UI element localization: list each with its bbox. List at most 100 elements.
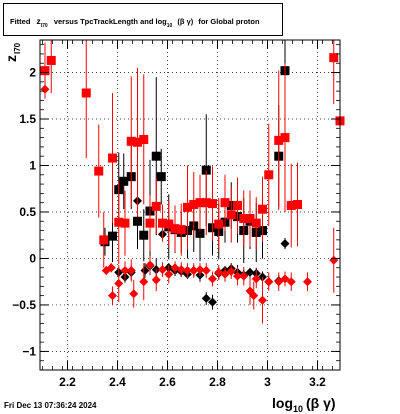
plot-frame <box>39 39 341 371</box>
data-point-square <box>329 53 339 63</box>
y-tick-label: −1 <box>22 344 36 358</box>
data-point-diamond <box>201 293 211 303</box>
x-axis-label: log10 (β γ) <box>272 395 336 414</box>
data-point-square <box>139 230 149 240</box>
x-axis-label-sub: 10 <box>293 404 303 414</box>
title-suffix: for Global proton <box>198 17 260 26</box>
data-point-diamond <box>145 260 155 270</box>
y-tick-label: 2 <box>29 66 36 80</box>
data-point-diamond <box>286 277 296 287</box>
data-point-diamond <box>258 295 267 305</box>
y-tick-label: 1 <box>29 158 36 172</box>
data-point-diamond <box>251 274 261 284</box>
data-point-square <box>226 210 236 220</box>
data-point-square <box>99 235 109 245</box>
data-point-square <box>170 224 180 234</box>
data-point-diamond <box>120 266 130 276</box>
data-point-diamond <box>140 266 150 276</box>
data-point-square <box>274 135 284 145</box>
title-mid: versus TpcTrackLength and log <box>54 17 167 26</box>
data-point-square <box>183 202 192 212</box>
data-point-diamond <box>139 277 149 287</box>
x-tick-label: 2.6 <box>159 375 176 389</box>
data-point-diamond <box>176 265 186 275</box>
timestamp: Fri Dec 13 07:36:24 2024 <box>4 401 97 410</box>
data-point-diamond <box>164 269 174 279</box>
y-tick-label: 0.5 <box>19 205 36 219</box>
data-point-square <box>208 199 217 209</box>
data-point-diamond <box>195 265 205 275</box>
data-point-square <box>120 218 130 228</box>
tick-labels: 2.2 2.4 2.6 2.8 3 3.2 −1 −0.5 0 0.5 1 1.5 2 <box>12 66 326 389</box>
y-axis-label-sub: I70 <box>13 42 22 54</box>
y-axis-label: zI70 <box>3 42 22 62</box>
data-point-diamond <box>106 263 116 273</box>
data-point-square <box>233 200 242 210</box>
data-point-diamond <box>274 277 284 287</box>
data-point-square <box>46 55 56 65</box>
x-tick-label: 2.4 <box>109 375 126 389</box>
data-point-diamond <box>239 271 249 281</box>
y-tick-label: 0 <box>29 251 36 265</box>
x-axis-label-tail: (β γ) <box>306 395 336 411</box>
data-point-diamond <box>208 274 217 284</box>
data-point-square <box>176 225 186 235</box>
data-point-square <box>119 176 129 186</box>
title-prefix: Fitted <box>10 17 31 26</box>
data-point-square <box>220 198 230 208</box>
data-point-diamond <box>40 84 50 94</box>
data-point-diamond <box>226 266 236 276</box>
data-point-diamond <box>158 265 167 275</box>
data-point-square <box>40 66 50 76</box>
data-point-diamond <box>280 274 290 284</box>
data-point-square <box>239 213 249 223</box>
data-point-diamond <box>249 291 259 301</box>
data-point-square <box>251 218 261 228</box>
x-tick-label: 3 <box>264 375 271 389</box>
y-tick-label: −0.5 <box>12 298 36 312</box>
y-tick-label: 1.5 <box>19 112 36 126</box>
data-point-square <box>195 198 205 208</box>
title-var: z <box>37 16 41 26</box>
data-point-square <box>258 204 267 214</box>
data-point-square <box>264 170 274 180</box>
data-point-diamond <box>264 277 274 287</box>
title-box: Fitted zI70 versus TpcTrackLength and lo… <box>3 3 283 36</box>
data-point-square <box>245 213 255 223</box>
data-point-square <box>164 219 174 229</box>
data-point-diamond <box>129 289 139 299</box>
svg-text:Fitted zI70 versus: Fitted zI70 versus TpcTrackLength and lo… <box>10 16 260 29</box>
x-axis-label-main: log <box>272 395 293 411</box>
data-point-square <box>201 198 211 208</box>
data-point-diamond <box>329 255 339 265</box>
title-beta-gamma: (β γ) <box>177 17 193 26</box>
x-tick-label: 3.2 <box>309 375 326 389</box>
data-point-square <box>139 134 149 144</box>
data-point-square <box>293 200 302 210</box>
title-var-sub: I70 <box>41 23 48 29</box>
data-point-square <box>145 218 155 228</box>
data-point-diamond <box>151 275 161 285</box>
title-svg: Fitted zI70 versus TpcTrackLength and lo… <box>10 16 260 29</box>
data-point-square <box>286 200 296 210</box>
data-point-square <box>133 137 142 147</box>
data-point-diamond <box>303 277 312 287</box>
data-layer <box>40 40 345 324</box>
data-point-square <box>151 201 161 211</box>
data-point-diamond <box>189 266 199 276</box>
data-point-square <box>156 172 166 182</box>
axis-ticks <box>40 40 340 371</box>
svg-text:zI70: zI70 <box>3 42 22 62</box>
data-point-diamond <box>245 267 255 277</box>
data-point-square <box>94 166 104 176</box>
data-point-diamond <box>108 291 117 301</box>
data-point-square <box>108 153 117 163</box>
data-point-diamond <box>183 266 192 276</box>
data-point-square <box>151 151 161 161</box>
data-point-diamond <box>201 266 211 276</box>
data-point-diamond <box>208 297 217 307</box>
data-point-square <box>81 88 91 98</box>
data-point-square <box>158 218 167 228</box>
data-point-diamond <box>233 271 242 281</box>
data-point-diamond <box>220 269 230 279</box>
